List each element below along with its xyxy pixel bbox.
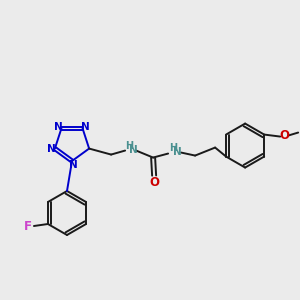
Text: N: N — [54, 122, 63, 132]
Text: N: N — [46, 144, 55, 154]
Text: O: O — [149, 176, 159, 189]
Text: F: F — [24, 220, 32, 232]
Text: N: N — [81, 122, 90, 132]
Text: O: O — [279, 129, 289, 142]
Text: N: N — [69, 160, 77, 170]
Text: N: N — [129, 145, 137, 154]
Text: H: H — [169, 142, 177, 153]
Text: N: N — [173, 147, 182, 157]
Text: H: H — [125, 141, 133, 151]
